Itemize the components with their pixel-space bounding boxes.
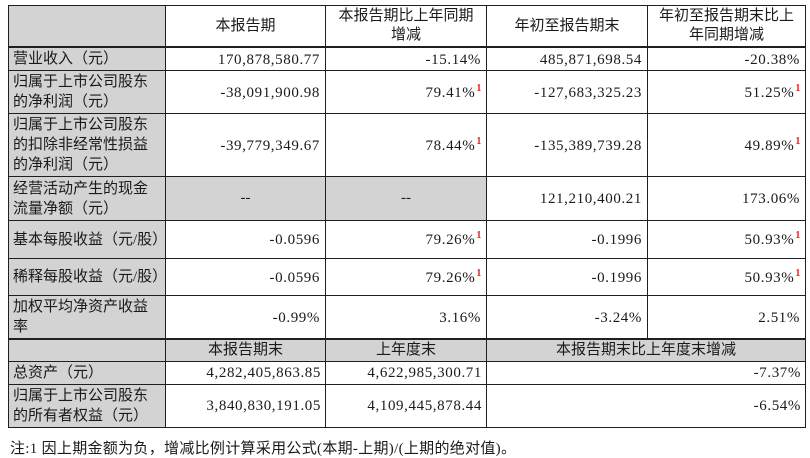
table-row-diluted-eps: 稀释每股收益（元/股） -0.0596 79.26%1 -0.1996 50.9… [8, 258, 806, 296]
section1-header-row: 本报告期 本报告期比上年同期增减 年初至报告期末 年初至报告期末比上年同期增减 [8, 5, 806, 48]
table-row-owners-equity: 归属于上市公司股东的所有者权益（元） 3,840,830,191.05 4,10… [8, 384, 806, 428]
header-cell-change-vs-prior-year-end: 本报告期末比上年度末增减 [486, 338, 806, 362]
table-row-revenue: 营业收入（元） 170,878,580.77 -15.14% 485,871,6… [8, 46, 806, 71]
value-cell: 173.06% [647, 176, 806, 221]
value-cell: -135,389,739.28 [486, 113, 648, 177]
header-cell-prior-year-end: 上年度末 [325, 338, 487, 362]
value-cell: 49.89%1 [647, 113, 806, 177]
value-cell: 4,622,985,300.71 [325, 361, 487, 385]
value-cell: -0.1996 [486, 258, 648, 296]
value-cell: -127,683,325.23 [486, 70, 648, 114]
value-cell: -39,779,349.67 [165, 113, 326, 177]
row-label: 总资产（元） [8, 361, 166, 385]
value-cell-na: -- [325, 176, 487, 221]
value-cell: 50.93%1 [647, 220, 806, 259]
row-label: 归属于上市公司股东的扣除非经常性损益的净利润（元） [8, 113, 166, 177]
value-cell-na: -- [165, 176, 326, 221]
table-row-operating-cash-flow: 经营活动产生的现金流量净额（元） -- -- 121,210,400.21 17… [8, 176, 806, 221]
table-row-net-profit: 归属于上市公司股东的净利润（元） -38,091,900.98 79.41%1 … [8, 70, 806, 114]
header-cell-period-end: 本报告期末 [165, 338, 326, 362]
value-cell: 121,210,400.21 [486, 176, 648, 221]
value-cell: -6.54% [486, 384, 806, 428]
header-cell-ytd: 年初至报告期末 [486, 5, 648, 48]
header-empty-cell [8, 338, 166, 362]
value-cell: 3.16% [325, 295, 487, 340]
value-cell: 79.26%1 [325, 258, 487, 296]
row-label: 营业收入（元） [8, 46, 166, 71]
row-label: 稀释每股收益（元/股） [8, 258, 166, 296]
row-label: 基本每股收益（元/股） [8, 220, 166, 259]
value-cell: -38,091,900.98 [165, 70, 326, 114]
value-cell: 485,871,698.54 [486, 46, 648, 71]
value-cell: -0.0596 [165, 258, 326, 296]
header-cell-yoy-change: 本报告期比上年同期增减 [325, 5, 487, 48]
value-cell: -0.1996 [486, 220, 648, 259]
header-empty-cell [8, 5, 166, 48]
row-label: 归属于上市公司股东的净利润（元） [8, 70, 166, 114]
financial-summary-table: 本报告期 本报告期比上年同期增减 年初至报告期末 年初至报告期末比上年同期增减 … [8, 5, 806, 428]
value-cell: 79.26%1 [325, 220, 487, 259]
value-cell: -3.24% [486, 295, 648, 340]
row-label: 归属于上市公司股东的所有者权益（元） [8, 384, 166, 428]
header-cell-current-period: 本报告期 [165, 5, 326, 48]
table-row-basic-eps: 基本每股收益（元/股） -0.0596 79.26%1 -0.1996 50.9… [8, 220, 806, 259]
table-row-total-assets: 总资产（元） 4,282,405,863.85 4,622,985,300.71… [8, 361, 806, 385]
row-label: 加权平均净资产收益率 [8, 295, 166, 340]
row-label: 经营活动产生的现金流量净额（元） [8, 176, 166, 221]
value-cell: 50.93%1 [647, 258, 806, 296]
table-row-net-profit-excl-nonrecurring: 归属于上市公司股东的扣除非经常性损益的净利润（元） -39,779,349.67… [8, 113, 806, 177]
value-cell: -15.14% [325, 46, 487, 71]
value-cell: 4,282,405,863.85 [165, 361, 326, 385]
value-cell: 79.41%1 [325, 70, 487, 114]
value-cell: -7.37% [486, 361, 806, 385]
value-cell: -0.99% [165, 295, 326, 340]
value-cell: 4,109,445,878.44 [325, 384, 487, 428]
value-cell: 3,840,830,191.05 [165, 384, 326, 428]
value-cell: 2.51% [647, 295, 806, 340]
value-cell: -20.38% [647, 46, 806, 71]
footnote: 注:1 因上期金额为负，增减比例计算采用公式(本期-上期)/(上期的绝对值)。 [10, 441, 517, 457]
value-cell: 51.25%1 [647, 70, 806, 114]
value-cell: 78.44%1 [325, 113, 487, 177]
table-row-weighted-avg-roe: 加权平均净资产收益率 -0.99% 3.16% -3.24% 2.51% [8, 295, 806, 340]
value-cell: 170,878,580.77 [165, 46, 326, 71]
value-cell: -0.0596 [165, 220, 326, 259]
header-cell-ytd-yoy-change: 年初至报告期末比上年同期增减 [647, 5, 806, 48]
section2-header-row: 本报告期末 上年度末 本报告期末比上年度末增减 [8, 338, 806, 362]
